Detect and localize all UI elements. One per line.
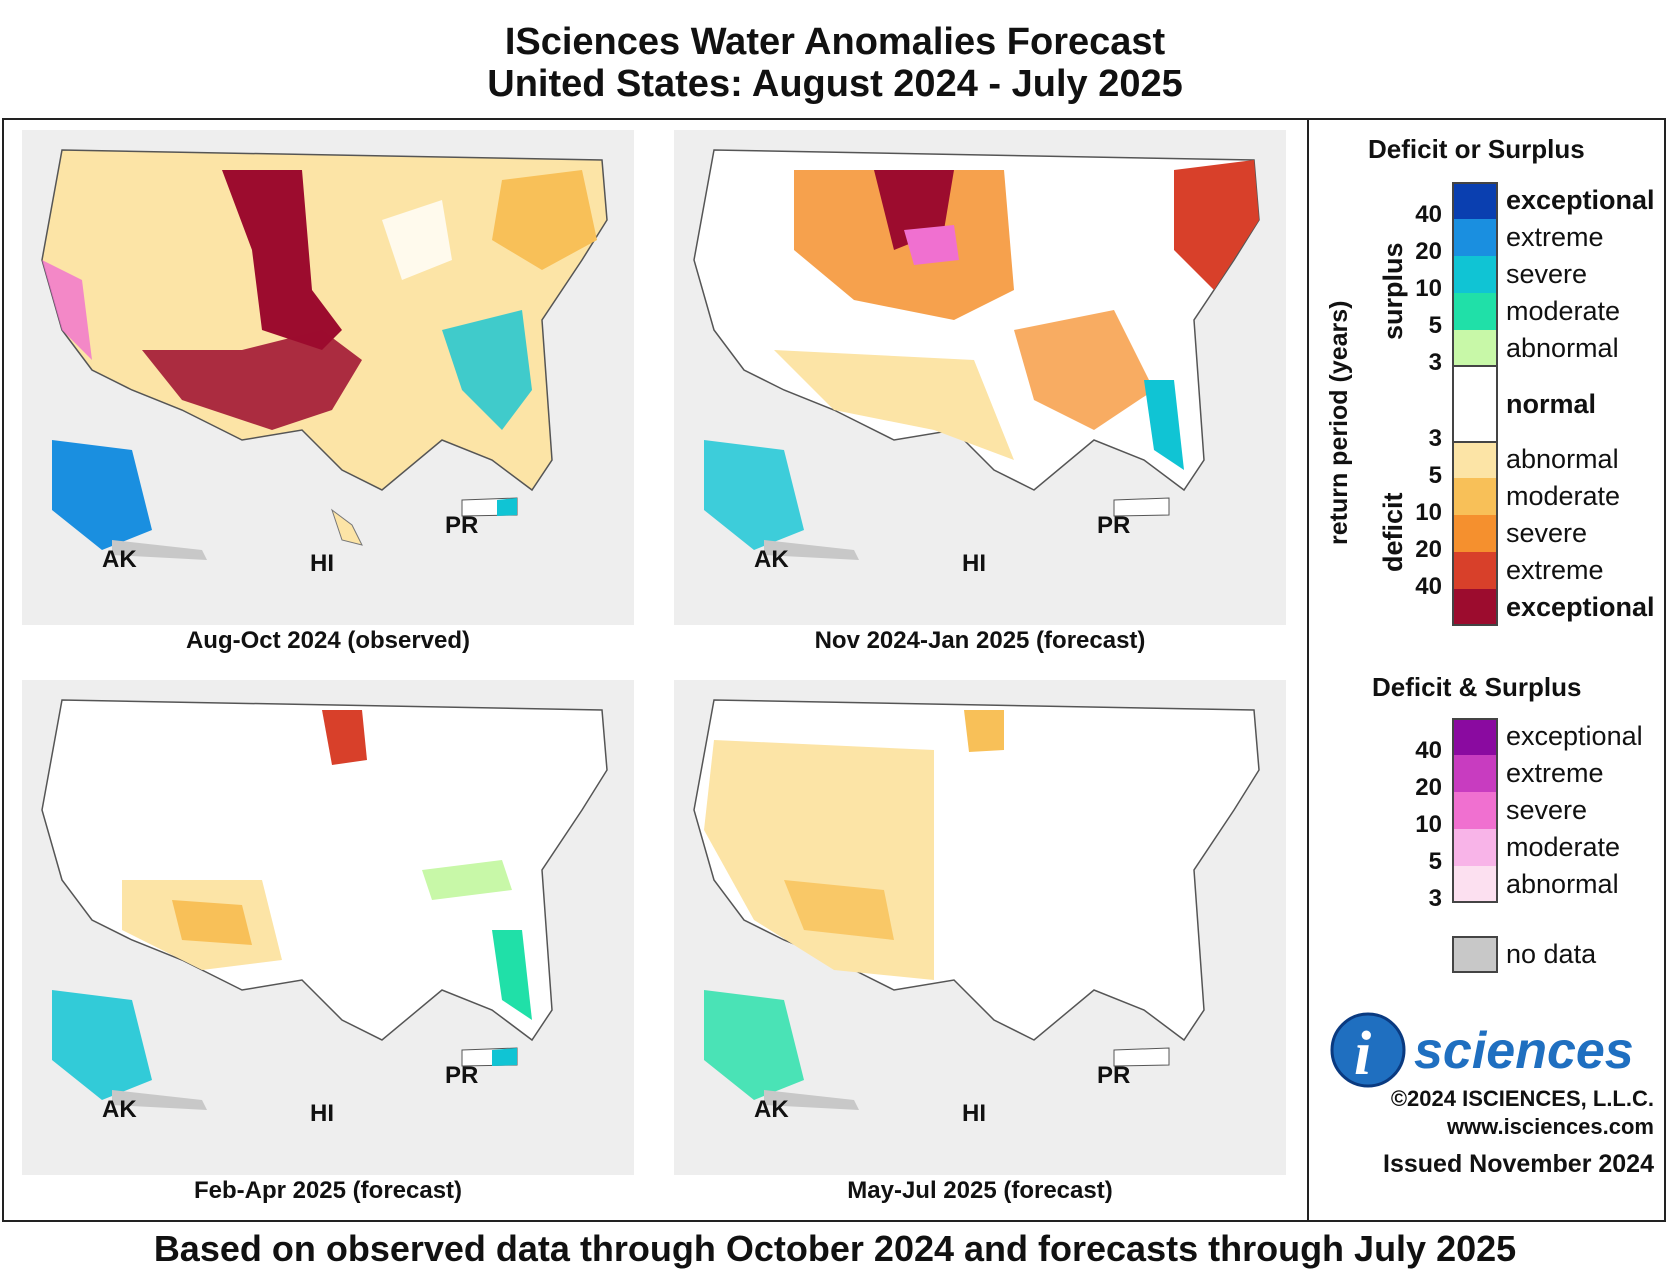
us-map-aug-oct: [41, 149, 608, 560]
map-panel-aug-oct-2024: AK HI PR: [22, 130, 634, 625]
legend-deficit-swatch-severe: [1452, 515, 1498, 552]
label-hi: HI: [962, 550, 986, 577]
legend-surplus-tick-10: 10: [1415, 275, 1442, 302]
legend-deficit-tick-10: 10: [1415, 499, 1442, 526]
legend-surplus-swatch-abnormal: [1452, 330, 1498, 367]
isciences-logo-mark: i sciences: [1330, 1012, 1634, 1088]
legend-both-tick-40: 40: [1415, 737, 1442, 764]
main-frame: [2, 118, 1666, 1222]
caption-may-jul-2025: May-Jul 2025 (forecast): [847, 1177, 1113, 1204]
map-panel-feb-apr-2025: AK HI PR: [22, 680, 634, 1175]
logo-wordmark: sciences: [1414, 1022, 1634, 1080]
legend-both-swatch-extreme: [1452, 755, 1498, 792]
footer-note: Based on observed data through October 2…: [153, 1228, 1517, 1269]
isciences-logo: i sciences: [1328, 1010, 1648, 1095]
legend-normal-label: normal: [1506, 389, 1597, 419]
legend-both-label-extreme: extreme: [1506, 758, 1604, 788]
caption-feb-apr-2025: Feb-Apr 2025 (forecast): [193, 1177, 463, 1204]
legend-surplus-tick-20: 20: [1415, 238, 1442, 265]
legend-surplus-swatch-severe: [1452, 256, 1498, 293]
legend-deficit-label-severe: severe: [1506, 518, 1588, 548]
legend-deficit-tick-20: 20: [1415, 536, 1442, 563]
legend-both-swatch-severe: [1452, 792, 1498, 829]
legend-axis-label: return period (years): [1325, 300, 1353, 545]
legend-deficit-label-extreme: extreme: [1506, 555, 1604, 585]
legend-surplus-tick-5: 5: [1428, 312, 1442, 339]
us-map-feb-apr: [41, 699, 608, 1110]
legend-both-label-exceptional: exceptional: [1506, 721, 1643, 751]
legend-both-tick-3: 3: [1428, 885, 1442, 912]
us-map-nov-jan: [693, 149, 1260, 560]
legend-deficit-swatch-exceptional: [1452, 589, 1498, 626]
label-ak: AK: [754, 1096, 789, 1123]
legend-divider: [1307, 118, 1309, 1222]
legend-deficit-swatch-extreme: [1452, 552, 1498, 589]
label-ak: AK: [102, 546, 137, 573]
legend-both-tick-5: 5: [1428, 848, 1442, 875]
legend-deficit-swatch-moderate: [1452, 478, 1498, 515]
legend-both-label-severe: severe: [1506, 795, 1588, 825]
issued-date: Issued November 2024: [1383, 1150, 1654, 1178]
us-map-may-jul: [693, 699, 1260, 1110]
legend-surplus-label-abnormal: abnormal: [1506, 333, 1619, 363]
legend-deficit-label-moderate: moderate: [1506, 481, 1621, 511]
legend-swatch-no-data: [1452, 936, 1498, 973]
logo-i-glyph: i: [1354, 1020, 1371, 1088]
legend-surplus-label-moderate: moderate: [1506, 296, 1621, 326]
legend-both-label-abnormal: abnormal: [1506, 869, 1619, 899]
legend-deficit-label-abnormal: abnormal: [1506, 444, 1619, 474]
legend-deficit-tick-5: 5: [1428, 462, 1442, 489]
legend-surplus-swatch-moderate: [1452, 293, 1498, 330]
legend-surplus-swatch-exceptional: [1452, 182, 1498, 219]
map-panel-nov-jan-2025: AK HI PR: [674, 130, 1286, 625]
legend-both-swatch-abnormal: [1452, 866, 1498, 903]
legend-heading-deficit-and-surplus: Deficit & Surplus: [1372, 672, 1582, 702]
label-pr: PR: [1097, 1062, 1131, 1089]
website-link[interactable]: www.isciences.com: [1446, 1114, 1654, 1139]
legend-both-tick-20: 20: [1415, 774, 1442, 801]
legend-deficit-label-exceptional: exceptional: [1506, 592, 1655, 622]
legend-surplus-tick-3: 3: [1428, 349, 1442, 376]
legend-both-swatch-moderate: [1452, 829, 1498, 866]
legend-deficit-swatch-abnormal: [1452, 441, 1498, 478]
label-pr: PR: [445, 512, 479, 539]
legend-both-swatch-exceptional: [1452, 718, 1498, 755]
caption-aug-oct-2024: Aug-Oct 2024 (observed): [185, 627, 471, 654]
map-title-line1: ISciences Water Anomalies Forecast: [504, 21, 1166, 63]
legend-deficit-tick-40: 40: [1415, 573, 1442, 600]
label-hi: HI: [962, 1100, 986, 1127]
map-title-line2: United States: August 2024 - July 2025: [487, 63, 1183, 105]
map-panel-may-jul-2025: AK HI PR: [674, 680, 1286, 1175]
caption-nov-jan-2025: Nov 2024-Jan 2025 (forecast): [814, 627, 1146, 654]
legend-swatch-normal: [1452, 367, 1498, 441]
legend-surplus-label-severe: severe: [1506, 259, 1588, 289]
legend-surplus-tick-40: 40: [1415, 201, 1442, 228]
label-ak: AK: [102, 1096, 137, 1123]
label-pr: PR: [1097, 512, 1131, 539]
copyright-text: ©2024 ISCIENCES, L.L.C.: [1390, 1086, 1654, 1111]
label-hi: HI: [310, 1100, 334, 1127]
legend-surplus-swatch-extreme: [1452, 219, 1498, 256]
legend-both-tick-10: 10: [1415, 811, 1442, 838]
legend-both-label-moderate: moderate: [1506, 832, 1621, 862]
legend-surplus-label-exceptional: exceptional: [1506, 185, 1655, 215]
legend-no-data-label: no data: [1506, 939, 1597, 969]
label-pr: PR: [445, 1062, 479, 1089]
label-hi: HI: [310, 550, 334, 577]
legend-deficit-tick-3: 3: [1428, 425, 1442, 452]
legend-surplus-label-extreme: extreme: [1506, 222, 1604, 252]
legend-heading-deficit-or-surplus: Deficit or Surplus: [1368, 134, 1585, 164]
label-ak: AK: [754, 546, 789, 573]
